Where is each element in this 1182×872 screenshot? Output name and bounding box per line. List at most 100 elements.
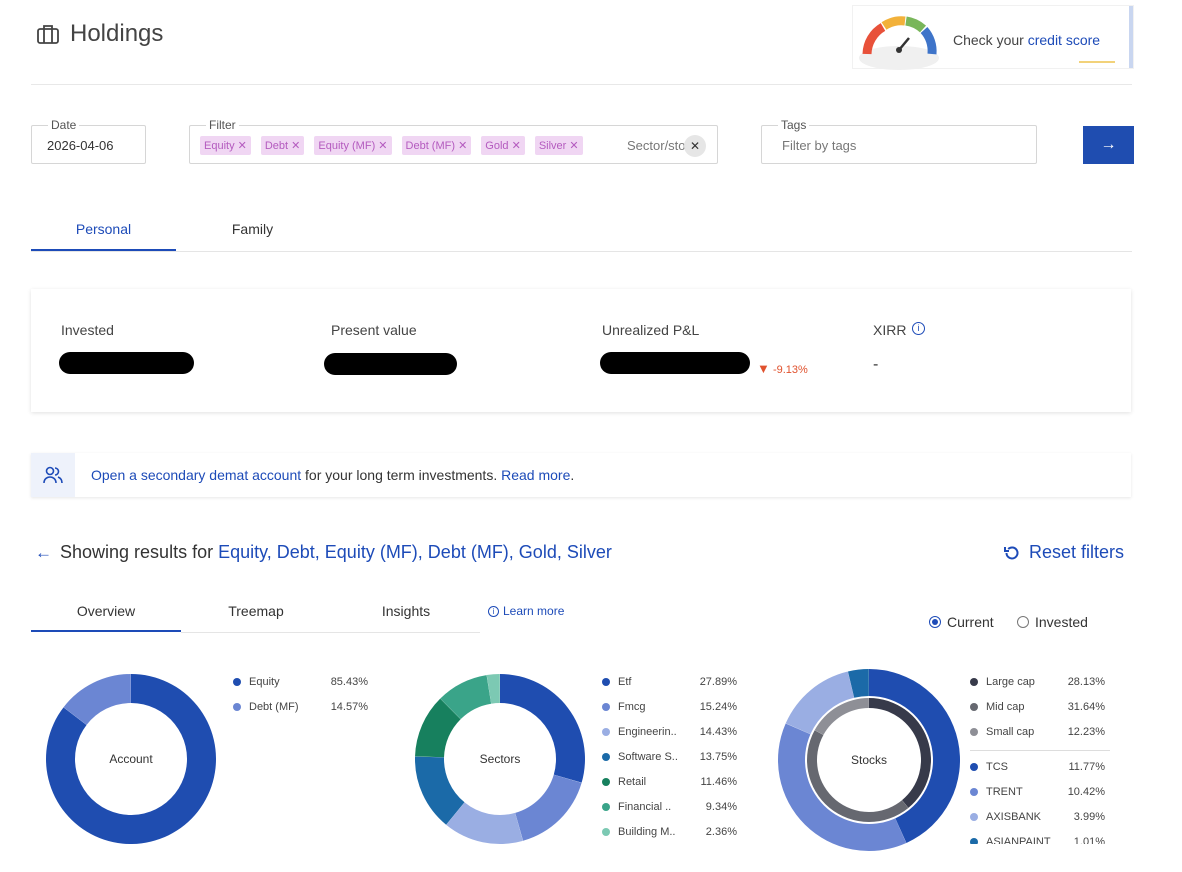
- progress-underline: [1079, 61, 1115, 63]
- donut-slice[interactable]: [869, 698, 931, 808]
- info-icon[interactable]: i: [912, 322, 925, 335]
- legend-label: Building M..: [618, 826, 676, 838]
- legend-value: 13.75%: [699, 751, 737, 763]
- legend-item[interactable]: Equity: [233, 676, 280, 688]
- legend-value: 9.34%: [705, 801, 737, 813]
- legend-label: TCS: [986, 761, 1008, 773]
- filter-tag[interactable]: Gold ✕: [481, 136, 525, 155]
- donut-slice[interactable]: [500, 674, 585, 783]
- donut-slice[interactable]: [446, 802, 523, 844]
- remove-tag-icon[interactable]: ✕: [375, 140, 388, 152]
- donut-slice[interactable]: [415, 756, 465, 825]
- tab-insights[interactable]: Insights: [381, 603, 431, 619]
- filter-label: Filter: [206, 118, 239, 132]
- filter-tag[interactable]: Debt ✕: [260, 136, 305, 155]
- current-radio[interactable]: Current: [929, 614, 994, 630]
- tab-overview[interactable]: Overview: [76, 603, 136, 619]
- donut-slice[interactable]: [46, 674, 216, 844]
- gauge-icon: [859, 16, 939, 70]
- legend-label: Small cap: [986, 726, 1035, 738]
- clear-filter-icon[interactable]: ✕: [684, 135, 706, 157]
- donut-center-label: Stocks: [851, 753, 887, 767]
- legend-item[interactable]: Small cap: [970, 726, 1034, 738]
- tags-label: Tags: [778, 118, 810, 132]
- account-legend: Equity 85.43% Debt (MF) 14.57%: [233, 676, 373, 736]
- read-more-link[interactable]: Read more: [501, 467, 571, 483]
- donut-slice[interactable]: [440, 675, 492, 720]
- back-arrow-icon[interactable]: ←: [35, 543, 52, 562]
- donut-slice[interactable]: [515, 774, 582, 841]
- filter-tag[interactable]: Silver ✕: [534, 136, 583, 155]
- legend-item[interactable]: Building M..: [602, 826, 675, 838]
- briefcase-icon: [37, 25, 59, 44]
- sector-search-input[interactable]: Sector/sto: [627, 138, 686, 153]
- legend-value: 12.23%: [1067, 726, 1105, 738]
- legend-value: 14.57%: [330, 701, 368, 713]
- remove-tag-icon[interactable]: ✕: [455, 140, 468, 152]
- stocks-legend: Large cap 28.13% Mid cap 31.64% Small cap 12.…: [970, 676, 1110, 844]
- filter-field[interactable]: Filter Equity ✕ Debt ✕ Equity (MF) ✕ Debt (…: [189, 118, 718, 164]
- apply-filters-button[interactable]: →: [1083, 126, 1134, 164]
- legend-item[interactable]: ASIANPAINT: [970, 836, 1051, 844]
- legend-value: 3.99%: [1073, 811, 1105, 823]
- tags-field[interactable]: Tags Filter by tags: [761, 118, 1037, 164]
- legend-label: Retail: [618, 776, 647, 788]
- demat-link[interactable]: Open a secondary demat account: [91, 467, 302, 483]
- filter-tags: Equity ✕ Debt ✕ Equity (MF) ✕ Debt (MF) ✕ Go…: [200, 136, 593, 155]
- donut-slice[interactable]: [778, 723, 907, 851]
- legend-item[interactable]: Financial ..: [602, 801, 671, 813]
- stocks-donut-chart: Stocks: [778, 669, 960, 851]
- donut-slice[interactable]: [847, 669, 869, 698]
- legend-item[interactable]: Fmcg: [602, 701, 646, 713]
- legend-swatch: [970, 838, 978, 844]
- learn-more-link[interactable]: i Learn more: [488, 604, 564, 618]
- remove-tag-icon[interactable]: ✕: [508, 140, 521, 152]
- legend-item[interactable]: TCS: [970, 761, 1008, 773]
- date-field[interactable]: Date 2026-04-06: [31, 118, 146, 164]
- tab-treemap[interactable]: Treemap: [228, 603, 284, 619]
- filter-tag[interactable]: Equity ✕: [200, 136, 251, 155]
- donut-slice[interactable]: [486, 674, 500, 704]
- donut-slice[interactable]: [807, 730, 909, 822]
- legend-swatch: [970, 788, 978, 796]
- legend-swatch: [602, 753, 610, 761]
- reset-filters-button[interactable]: Reset filters: [1003, 542, 1124, 563]
- legend-item[interactable]: Engineerin..: [602, 726, 677, 738]
- legend-item[interactable]: Debt (MF): [233, 701, 299, 713]
- legend-item[interactable]: TRENT: [970, 786, 1023, 798]
- remove-tag-icon[interactable]: ✕: [234, 140, 247, 152]
- legend-divider: [970, 750, 1110, 751]
- credit-score-promo[interactable]: Check your credit score: [853, 6, 1133, 70]
- donut-slice[interactable]: [814, 698, 869, 735]
- filter-tag[interactable]: Equity (MF) ✕: [314, 136, 392, 155]
- tab-personal[interactable]: Personal: [75, 221, 132, 237]
- remove-tag-icon[interactable]: ✕: [288, 140, 301, 152]
- donut-slice[interactable]: [415, 698, 461, 758]
- donut-slice[interactable]: [63, 674, 131, 725]
- tabs-divider: [31, 251, 1132, 252]
- legend-item[interactable]: Software S..: [602, 751, 678, 763]
- credit-score-link[interactable]: credit score: [1027, 32, 1101, 48]
- legend-swatch: [970, 728, 978, 736]
- invested-radio[interactable]: Invested: [1017, 614, 1088, 630]
- tab-family[interactable]: Family: [231, 221, 274, 237]
- filter-tag-label: Debt (MF): [405, 140, 456, 152]
- donut-slice[interactable]: [785, 671, 855, 735]
- legend-item[interactable]: Etf: [602, 676, 631, 688]
- legend-label: Engineerin..: [618, 726, 677, 738]
- legend-label: Software S..: [618, 751, 678, 763]
- refresh-icon: [1004, 545, 1019, 559]
- legend-item[interactable]: Retail: [602, 776, 646, 788]
- tags-input[interactable]: Filter by tags: [782, 138, 857, 153]
- radio-unchecked-icon: [1017, 616, 1029, 628]
- remove-tag-icon[interactable]: ✕: [566, 140, 579, 152]
- filter-tag[interactable]: Debt (MF) ✕: [401, 136, 472, 155]
- filter-tag-label: Equity (MF): [318, 140, 376, 152]
- legend-item[interactable]: Mid cap: [970, 701, 1025, 713]
- donut-slice[interactable]: [869, 669, 960, 843]
- date-value[interactable]: 2026-04-06: [47, 138, 114, 153]
- legend-swatch: [602, 828, 610, 836]
- xirr-label: XIRR: [873, 322, 907, 338]
- legend-item[interactable]: Large cap: [970, 676, 1035, 688]
- legend-item[interactable]: AXISBANK: [970, 811, 1041, 823]
